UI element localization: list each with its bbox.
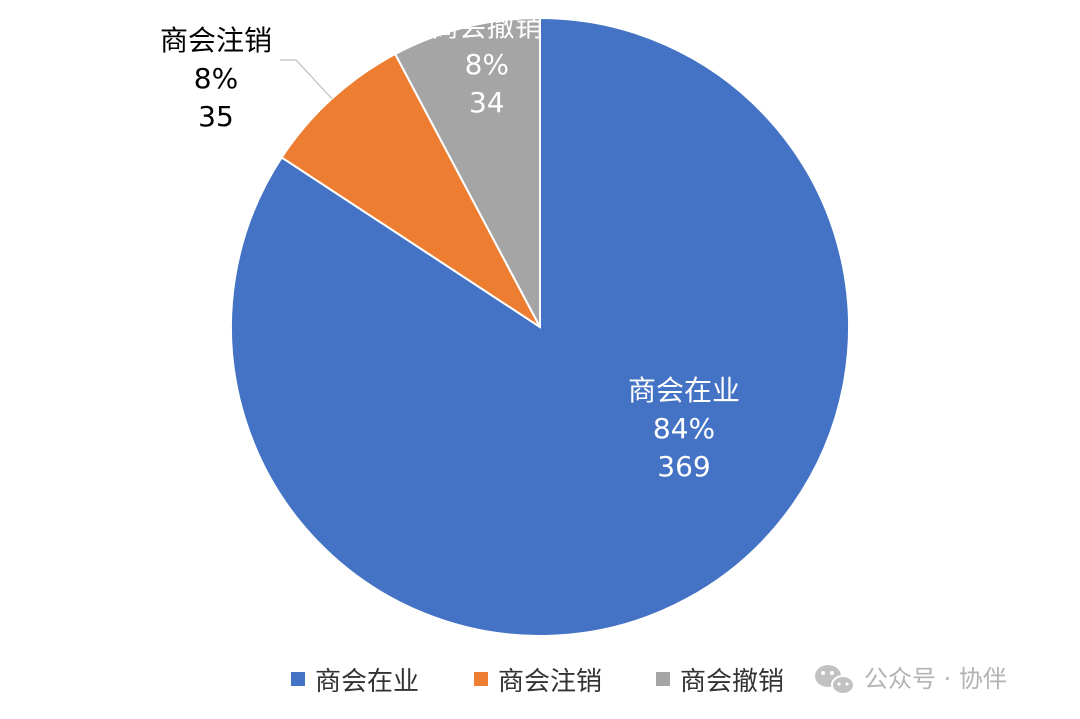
leader-line-cancelled	[280, 59, 333, 100]
label-revoked-name: 商会撤销	[431, 10, 543, 43]
label-revoked-percent: 8%	[465, 48, 509, 81]
legend-label-cancelled: 商会注销	[498, 667, 602, 697]
legend-label-revoked: 商会撤销	[680, 667, 784, 697]
wechat-icon	[815, 665, 855, 695]
label-cancelled-value: 35	[198, 100, 234, 133]
label-in-business-percent: 84%	[653, 412, 715, 445]
data-labels: 商会在业 84% 369 商会撤销 8% 34 商会注销 8% 35	[160, 10, 740, 483]
watermark-label: 公众号 · 协伴	[864, 665, 1007, 693]
legend-swatch-in-business	[291, 672, 305, 686]
legend-swatch-cancelled	[474, 672, 488, 686]
label-cancelled-percent: 8%	[194, 62, 238, 95]
label-cancelled-name: 商会注销	[160, 24, 272, 57]
legend-swatch-revoked	[656, 672, 670, 686]
legend: 商会在业 商会注销 商会撤销	[291, 667, 784, 697]
label-revoked-value: 34	[469, 86, 505, 119]
watermark: 公众号 · 协伴	[815, 665, 1007, 695]
legend-label-in-business: 商会在业	[315, 667, 419, 697]
slice-revoked	[393, 16, 541, 328]
slice-cancelled	[280, 52, 541, 328]
pie-slices	[230, 16, 850, 637]
label-in-business-name: 商会在业	[628, 374, 740, 407]
leader-lines	[280, 59, 333, 100]
label-in-business-value: 369	[657, 450, 710, 483]
